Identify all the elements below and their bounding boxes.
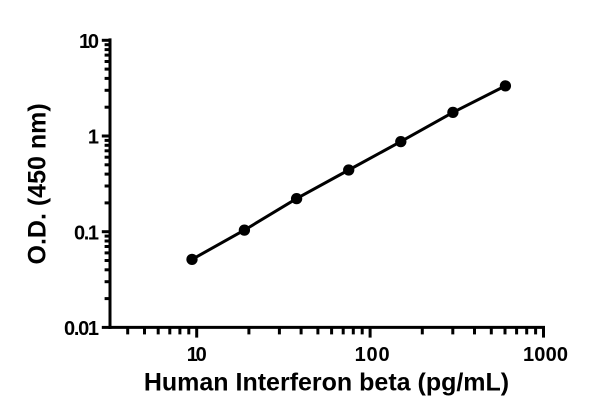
svg-text:Human Interferon beta (pg/mL): Human Interferon beta (pg/mL)	[144, 368, 509, 396]
svg-text:100: 100	[355, 344, 390, 366]
svg-text:1000: 1000	[523, 344, 568, 366]
svg-text:1: 1	[88, 127, 99, 149]
svg-text:10: 10	[79, 31, 99, 53]
svg-text:0.1: 0.1	[74, 222, 99, 244]
svg-text:0.01: 0.01	[64, 318, 99, 340]
svg-text:10: 10	[187, 344, 207, 366]
svg-text:O.D. (450 nm): O.D. (450 nm)	[23, 103, 51, 264]
